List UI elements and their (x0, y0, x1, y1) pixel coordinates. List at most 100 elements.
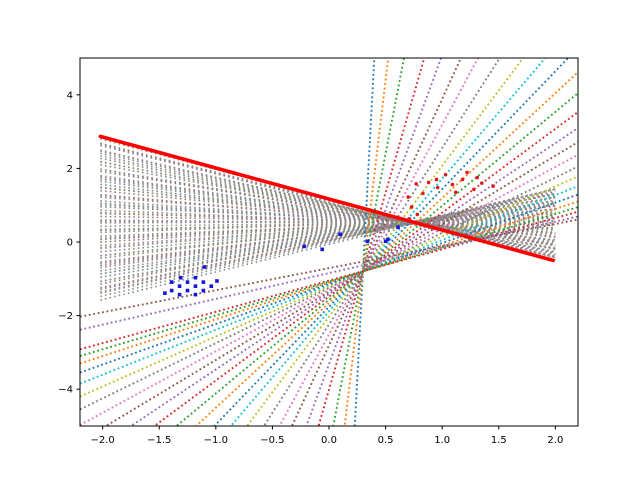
data-point-blue (386, 237, 390, 242)
data-point-blue (185, 280, 190, 284)
data-point-blue (365, 239, 370, 244)
band-line (100, 170, 556, 246)
band-line (100, 178, 556, 243)
fan-line (104, 141, 578, 426)
band-line (100, 217, 556, 232)
x-tick-label: 1.5 (491, 435, 507, 446)
true-line (98, 134, 555, 263)
x-tick-label: 0.5 (378, 435, 394, 446)
band-line (100, 202, 556, 233)
data-point-blue (302, 244, 306, 249)
data-point-blue (193, 292, 198, 297)
fan-line (129, 127, 578, 426)
data-point-red (435, 185, 440, 190)
fan-line (80, 193, 578, 374)
fan-line (80, 185, 578, 385)
data-point-red (443, 172, 448, 177)
red-scatter (406, 170, 495, 221)
fan-line (80, 218, 578, 318)
data-point-blue (320, 247, 325, 252)
band-line (100, 220, 556, 224)
data-point-red (414, 182, 418, 186)
data-point-red (479, 181, 484, 185)
fan-line (80, 210, 578, 351)
x-tick-label: −1.5 (147, 435, 171, 446)
data-point-blue (193, 284, 198, 288)
band-line (100, 174, 556, 247)
data-point-blue (185, 288, 190, 293)
data-point-blue (169, 288, 174, 293)
band-line (100, 205, 556, 230)
y-tick-label: −2 (58, 311, 73, 322)
band-line (100, 200, 556, 269)
band-line (100, 201, 556, 267)
band-line (100, 208, 556, 250)
band-line (100, 200, 556, 272)
data-point-blue (396, 225, 400, 230)
x-tick-label: 1.0 (434, 435, 450, 446)
data-point-blue (201, 280, 206, 284)
x-tick-label: −2.0 (90, 435, 114, 446)
data-point-red (409, 205, 414, 209)
blue-scatter (163, 225, 400, 297)
data-point-blue (177, 284, 182, 288)
fan-lines (80, 58, 578, 426)
band-line (100, 219, 556, 226)
data-point-red (407, 217, 412, 221)
data-point-red (434, 177, 439, 182)
band-line (100, 176, 556, 245)
band-line (100, 196, 556, 275)
band-line (100, 212, 556, 247)
data-point-blue (209, 284, 214, 288)
band-line (100, 208, 556, 253)
fan-line (80, 153, 578, 426)
band-line (100, 204, 556, 259)
data-point-blue (201, 288, 206, 293)
band-line (100, 196, 556, 234)
data-point-blue (169, 280, 174, 284)
fan-line (80, 206, 578, 357)
fan-line (152, 111, 578, 426)
fan-line (80, 175, 578, 398)
band-line (100, 180, 556, 242)
data-point-red (450, 182, 455, 187)
band-line (100, 203, 556, 265)
fan-line (245, 58, 525, 426)
data-point-red (460, 177, 465, 182)
data-point-blue (202, 265, 207, 269)
data-point-blue (383, 239, 388, 244)
fan-line (80, 200, 578, 365)
data-point-red (475, 175, 480, 180)
x-tick-label: −1.0 (204, 435, 228, 446)
x-tick-label: 2.0 (547, 435, 563, 446)
band-line (100, 168, 556, 250)
data-point-red (491, 184, 495, 188)
y-tick-label: 0 (67, 238, 73, 249)
data-point-blue (163, 291, 167, 295)
band-line (100, 197, 556, 283)
data-point-red (472, 187, 476, 192)
band-line (100, 212, 556, 243)
fan-line (213, 58, 570, 426)
y-tick-label: 4 (67, 90, 73, 101)
data-point-blue (338, 232, 343, 237)
band-line (100, 204, 556, 263)
fan-line (229, 58, 547, 426)
data-point-red (426, 180, 431, 185)
band-line (100, 200, 556, 234)
band-line (100, 220, 556, 228)
band-line (100, 144, 556, 257)
band-line (100, 160, 556, 253)
x-tick-label: −0.5 (260, 435, 284, 446)
x-axis: −2.0 −1.5 −1.0 −0.5 0.0 0.5 1.0 1.5 2.0 (90, 426, 563, 446)
x-tick-label: 0.0 (321, 435, 337, 446)
data-point-red (415, 212, 420, 217)
data-point-blue (178, 275, 183, 280)
y-axis: −4 −2 0 2 4 (58, 90, 80, 396)
band-line (100, 213, 556, 241)
data-point-blue (215, 279, 219, 283)
band-line (100, 192, 556, 285)
band-line (100, 215, 556, 226)
